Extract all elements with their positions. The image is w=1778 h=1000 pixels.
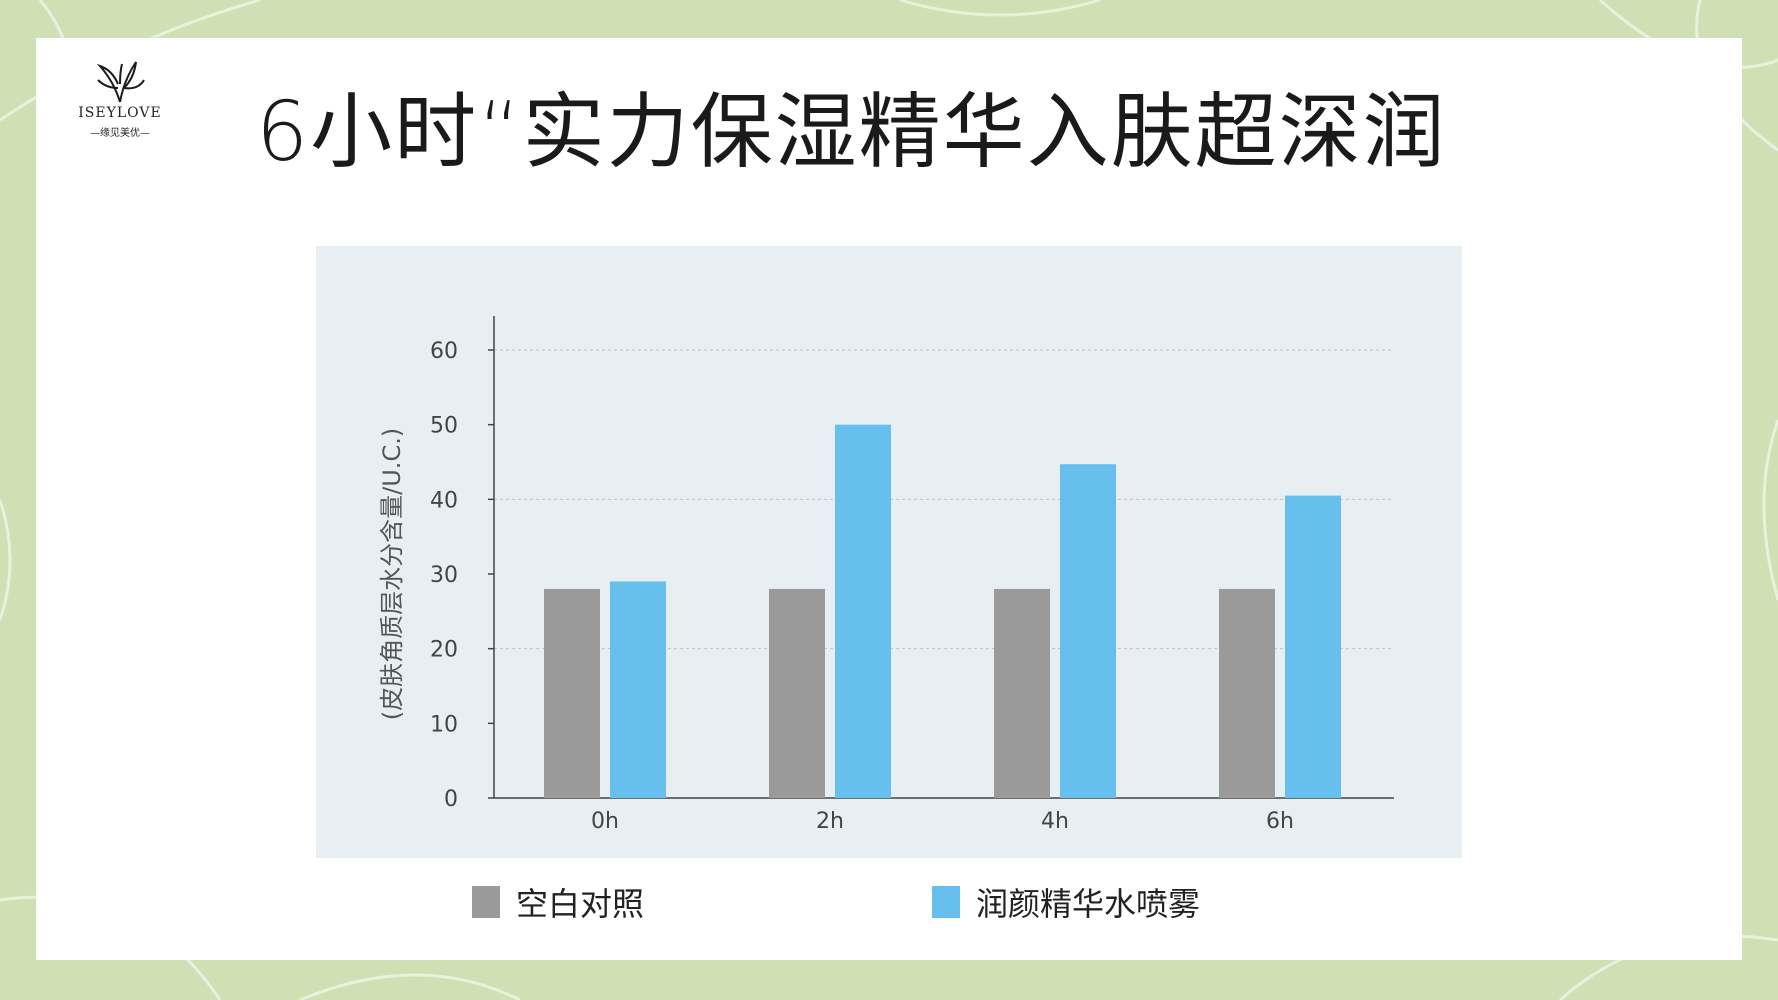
- x-tick-label: 4h: [1041, 809, 1069, 834]
- brand-subtitle: —缘见美优—: [90, 128, 150, 139]
- brand-logo: ISEYLOVE —缘见美优—: [60, 58, 180, 144]
- bar-product-4h: [1060, 464, 1116, 798]
- x-tick-label: 2h: [816, 809, 844, 834]
- bar-control-0h: [544, 588, 600, 798]
- bar-chart: 0 10 20 30 40 50 60 (皮肤角质层水分含量/U.C.) 0h 2h 4h 6h: [378, 316, 1394, 834]
- x-tick-label: 0h: [591, 809, 619, 834]
- y-tick-label: 60: [430, 339, 458, 364]
- bar-control-2h: [769, 588, 825, 798]
- y-tick-label: 0: [444, 787, 458, 812]
- bar-control-4h: [994, 588, 1050, 798]
- page-title: 6小时“实力保湿精华入肤超深润: [256, 85, 1447, 180]
- bar-product-6h: [1285, 495, 1341, 798]
- chart-panel: 0 10 20 30 40 50 60 (皮肤角质层水分含量/U.C.) 0h 2h 4h 6h: [316, 246, 1462, 858]
- bar-product-2h: [835, 424, 891, 798]
- y-tick-label: 50: [430, 414, 458, 439]
- y-tick-label: 30: [430, 563, 458, 588]
- bar-product-0h: [610, 581, 666, 798]
- x-tick-label: 6h: [1266, 809, 1294, 834]
- y-tick-label: 20: [430, 638, 458, 663]
- y-axis-label: (皮肤角质层水分含量/U.C.): [378, 428, 406, 720]
- y-tick-label: 40: [430, 488, 458, 513]
- brand-name: ISEYLOVE: [78, 105, 162, 121]
- y-tick-label: 10: [430, 712, 458, 737]
- butterfly-icon: [96, 61, 145, 103]
- bar-control-6h: [1219, 588, 1275, 798]
